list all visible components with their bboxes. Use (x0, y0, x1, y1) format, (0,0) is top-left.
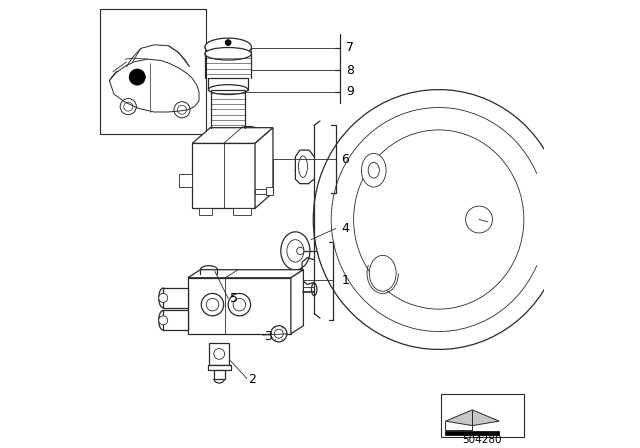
Circle shape (297, 247, 304, 254)
Text: 4: 4 (342, 222, 349, 235)
Circle shape (466, 206, 493, 233)
Ellipse shape (281, 232, 310, 270)
Text: 504280: 504280 (463, 435, 502, 445)
Text: 8: 8 (346, 64, 354, 77)
Polygon shape (214, 370, 225, 379)
Circle shape (159, 293, 168, 302)
Circle shape (275, 329, 284, 338)
Ellipse shape (362, 153, 386, 187)
Circle shape (225, 40, 231, 45)
Ellipse shape (237, 129, 260, 140)
Polygon shape (163, 288, 188, 308)
Ellipse shape (368, 163, 380, 178)
Circle shape (159, 316, 168, 325)
Polygon shape (255, 128, 273, 208)
Circle shape (271, 326, 287, 342)
Bar (441, 394, 524, 437)
Polygon shape (209, 343, 229, 365)
Polygon shape (445, 431, 499, 435)
Polygon shape (188, 270, 303, 278)
Ellipse shape (209, 85, 248, 95)
Ellipse shape (159, 288, 168, 308)
Ellipse shape (312, 283, 317, 296)
Polygon shape (192, 143, 255, 208)
Circle shape (228, 293, 251, 316)
Ellipse shape (205, 38, 252, 56)
Text: 6: 6 (342, 152, 349, 166)
Bar (100, 9, 206, 134)
Circle shape (206, 298, 219, 311)
Text: 3: 3 (264, 329, 272, 343)
Text: 2: 2 (248, 373, 256, 387)
Polygon shape (255, 189, 266, 194)
Ellipse shape (205, 47, 252, 60)
Text: 9: 9 (346, 85, 354, 99)
Ellipse shape (287, 240, 304, 262)
Circle shape (202, 293, 224, 316)
Circle shape (129, 69, 145, 85)
Polygon shape (445, 410, 499, 426)
Circle shape (214, 349, 225, 359)
Polygon shape (179, 174, 192, 187)
Text: 7: 7 (346, 41, 354, 55)
Polygon shape (233, 208, 251, 215)
Text: 1: 1 (342, 273, 349, 287)
Polygon shape (199, 208, 212, 215)
Circle shape (233, 298, 246, 311)
Ellipse shape (233, 127, 264, 142)
Polygon shape (192, 128, 273, 143)
Polygon shape (188, 278, 291, 334)
Polygon shape (291, 270, 303, 334)
Polygon shape (207, 365, 231, 370)
Polygon shape (163, 310, 188, 330)
Ellipse shape (200, 266, 218, 274)
Polygon shape (266, 187, 273, 195)
Text: 5: 5 (230, 292, 237, 305)
Ellipse shape (369, 255, 396, 291)
Ellipse shape (298, 156, 307, 177)
Ellipse shape (159, 310, 168, 330)
Ellipse shape (200, 269, 218, 279)
